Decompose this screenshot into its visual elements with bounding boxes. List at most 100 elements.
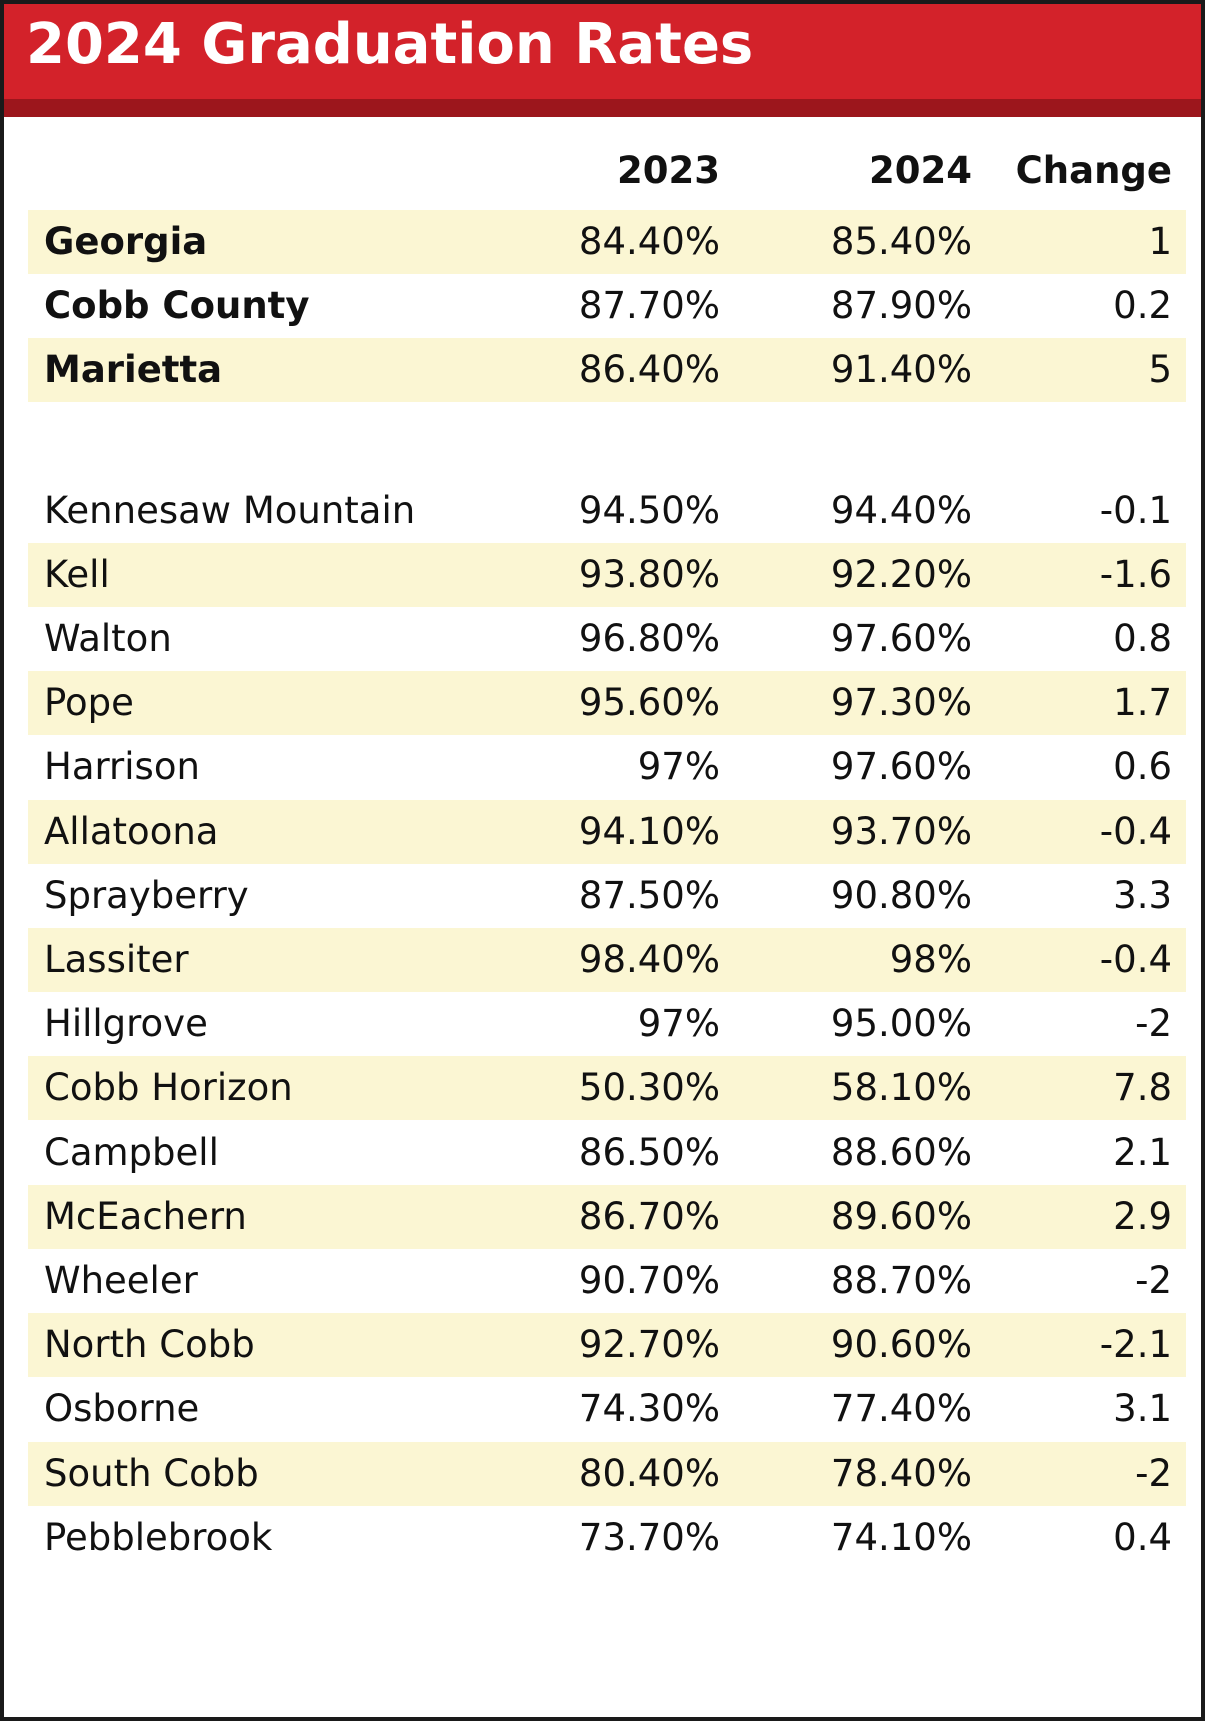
row-change: 0.4 [1113, 1516, 1172, 1559]
row-change: 3.1 [1113, 1387, 1172, 1430]
row-value-2024: 77.40% [830, 1387, 972, 1430]
row-value-2023: 97% [637, 1002, 720, 1045]
row-value-2024: 92.20% [830, 553, 972, 596]
row-change: -0.4 [1099, 938, 1172, 981]
row-value-2023: 80.40% [578, 1452, 720, 1495]
row-value-2023: 96.80% [578, 617, 720, 660]
row-name: Pope [44, 681, 134, 724]
column-header-2024: 2024 [869, 149, 972, 192]
row-name: Hillgrove [44, 1002, 208, 1045]
row-value-2024: 78.40% [830, 1452, 972, 1495]
row-value-2024: 97.30% [830, 681, 972, 724]
table-row: Wheeler 90.70% 88.70% -2 [28, 1249, 1186, 1313]
row-value-2024: 90.60% [830, 1323, 972, 1366]
table-row: South Cobb 80.40% 78.40% -2 [28, 1442, 1186, 1506]
row-value-2023: 73.70% [578, 1516, 720, 1559]
table-row: Kell 93.80% 92.20% -1.6 [28, 543, 1186, 607]
row-name: Marietta [44, 348, 223, 391]
table-row: Hillgrove 97% 95.00% -2 [28, 992, 1186, 1056]
row-value-2023: 50.30% [578, 1066, 720, 1109]
table-row: Georgia 84.40% 85.40% 1 [28, 210, 1186, 274]
row-value-2023: 90.70% [578, 1259, 720, 1302]
row-value-2024: 90.80% [830, 874, 972, 917]
table-row: Kennesaw Mountain 94.50% 94.40% -0.1 [28, 479, 1186, 543]
row-value-2024: 94.40% [830, 489, 972, 532]
row-name: Pebblebrook [44, 1516, 273, 1559]
row-name: South Cobb [44, 1452, 259, 1495]
row-value-2024: 88.70% [830, 1259, 972, 1302]
row-value-2023: 84.40% [578, 220, 720, 263]
row-value-2024: 95.00% [830, 1002, 972, 1045]
row-value-2024: 93.70% [830, 810, 972, 853]
row-value-2023: 94.50% [578, 489, 720, 532]
table-row: Osborne 74.30% 77.40% 3.1 [28, 1377, 1186, 1441]
row-value-2024: 89.60% [830, 1195, 972, 1238]
row-name: Wheeler [44, 1259, 198, 1302]
row-value-2023: 87.50% [578, 874, 720, 917]
row-value-2023: 95.60% [578, 681, 720, 724]
table-row: Cobb County 87.70% 87.90% 0.2 [28, 274, 1186, 338]
row-name: Harrison [44, 745, 200, 788]
table-row: Pope 95.60% 97.30% 1.7 [28, 671, 1186, 735]
table-row: Harrison 97% 97.60% 0.6 [28, 735, 1186, 799]
table-row: North Cobb 92.70% 90.60% -2.1 [28, 1313, 1186, 1377]
column-header-change: Change [1015, 149, 1172, 192]
row-value-2023: 94.10% [578, 810, 720, 853]
table-row: Walton 96.80% 97.60% 0.8 [28, 607, 1186, 671]
row-value-2023: 87.70% [578, 284, 720, 327]
row-change: 1 [1148, 220, 1172, 263]
row-value-2023: 74.30% [578, 1387, 720, 1430]
row-name: Allatoona [44, 810, 219, 853]
row-name: Walton [44, 617, 172, 660]
column-header-2023: 2023 [617, 149, 720, 192]
row-name: Campbell [44, 1131, 219, 1174]
table-row: Marietta 86.40% 91.40% 5 [28, 338, 1186, 402]
row-value-2023: 98.40% [578, 938, 720, 981]
row-change: -2 [1135, 1452, 1172, 1495]
row-value-2023: 93.80% [578, 553, 720, 596]
table-row: Pebblebrook 73.70% 74.10% 0.4 [28, 1506, 1186, 1570]
row-value-2024: 85.40% [830, 220, 972, 263]
row-value-2023: 97% [637, 745, 720, 788]
row-value-2023: 86.40% [578, 348, 720, 391]
row-change: 1.7 [1113, 681, 1172, 724]
row-name: Georgia [44, 220, 208, 263]
title-banner: 2024 Graduation Rates [4, 4, 1201, 117]
row-change: -1.6 [1099, 553, 1172, 596]
table-row: Sprayberry 87.50% 90.80% 3.3 [28, 864, 1186, 928]
row-change: 7.8 [1113, 1066, 1172, 1109]
row-change: -0.4 [1099, 810, 1172, 853]
row-name: McEachern [44, 1195, 247, 1238]
row-value-2024: 97.60% [830, 745, 972, 788]
table-row: Cobb Horizon 50.30% 58.10% 7.8 [28, 1056, 1186, 1120]
table-row: Campbell 86.50% 88.60% 2.1 [28, 1121, 1186, 1185]
column-header-row: 2023 2024 Change [28, 141, 1186, 201]
row-value-2023: 86.70% [578, 1195, 720, 1238]
row-change: 2.9 [1113, 1195, 1172, 1238]
row-name: Cobb County [44, 284, 310, 327]
row-change: -2.1 [1099, 1323, 1172, 1366]
table-title: 2024 Graduation Rates [26, 12, 754, 77]
row-name: North Cobb [44, 1323, 255, 1366]
row-value-2024: 88.60% [830, 1131, 972, 1174]
row-value-2024: 91.40% [830, 348, 972, 391]
row-change: -2 [1135, 1002, 1172, 1045]
row-value-2024: 87.90% [830, 284, 972, 327]
row-change: 0.2 [1113, 284, 1172, 327]
row-change: 3.3 [1113, 874, 1172, 917]
table-row: Allatoona 94.10% 93.70% -0.4 [28, 800, 1186, 864]
row-change: -0.1 [1099, 489, 1172, 532]
row-change: 0.6 [1113, 745, 1172, 788]
row-value-2023: 92.70% [578, 1323, 720, 1366]
table-row: Lassiter 98.40% 98% -0.4 [28, 928, 1186, 992]
table-row: McEachern 86.70% 89.60% 2.9 [28, 1185, 1186, 1249]
row-value-2024: 58.10% [830, 1066, 972, 1109]
row-name: Lassiter [44, 938, 189, 981]
row-change: 0.8 [1113, 617, 1172, 660]
row-value-2024: 74.10% [830, 1516, 972, 1559]
row-name: Cobb Horizon [44, 1066, 293, 1109]
row-name: Kell [44, 553, 110, 596]
row-name: Osborne [44, 1387, 200, 1430]
row-value-2024: 97.60% [830, 617, 972, 660]
